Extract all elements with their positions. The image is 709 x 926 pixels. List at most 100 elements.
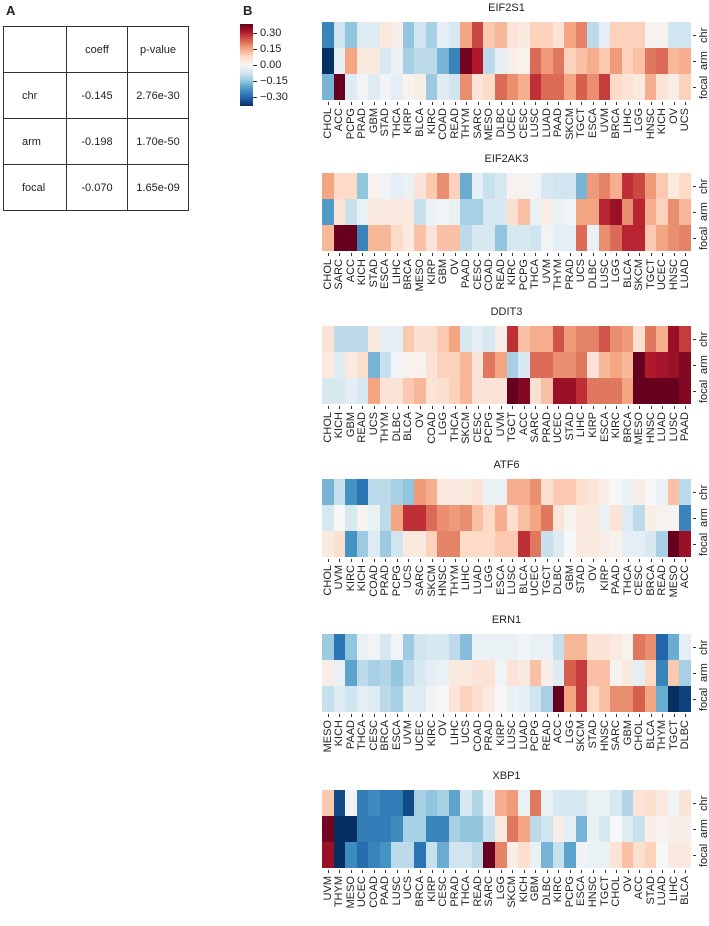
heatmap-cell: [667, 531, 680, 557]
heatmap-cell: [552, 48, 565, 74]
x-label: SKCM: [425, 565, 438, 597]
heatmap-cell: [471, 686, 484, 712]
heatmap-cell: [460, 199, 472, 225]
heatmap-cell: [587, 326, 599, 352]
heatmap-cell: [518, 816, 530, 842]
heatmap-cell: [379, 842, 392, 868]
heatmap-cell: [679, 74, 691, 100]
heatmap-cell: [541, 660, 553, 686]
heatmap-cell: [460, 173, 472, 199]
heatmap-cell: [402, 790, 415, 816]
heatmap-cell: [425, 378, 438, 404]
heatmap-cell: [644, 686, 657, 712]
heatmap-cell: [437, 790, 449, 816]
x-label: OV: [448, 259, 461, 275]
heatmap-cell: [494, 660, 507, 686]
legend-label: −0.15: [260, 75, 288, 87]
x-label: KIRC: [425, 108, 438, 135]
heatmap-cell: [656, 531, 668, 557]
x-label: THCA: [448, 412, 461, 442]
heatmap-cell: [667, 686, 680, 712]
heatmap-cell: [552, 531, 565, 557]
heatmap-cell: [656, 378, 668, 404]
x-label: STAD: [586, 720, 599, 749]
row-label-arm: arm: [698, 355, 709, 375]
heatmap-cell: [529, 22, 542, 48]
heatmap-cell: [518, 790, 530, 816]
heatmap-cell: [379, 199, 392, 225]
heatmap-cell: [656, 173, 668, 199]
x-label: COAD: [437, 108, 450, 140]
heatmap-cell: [633, 479, 645, 505]
heatmap-cell: [345, 634, 357, 660]
heatmap-cell: [506, 790, 519, 816]
heatmap-cell: [414, 352, 426, 378]
heatmap-cell: [679, 173, 691, 199]
heatmap-cell: [437, 842, 449, 868]
x-label: THCA: [460, 876, 473, 906]
x-label: LUSC: [506, 720, 519, 750]
heatmap-cell: [575, 378, 588, 404]
heatmap-cell: [471, 816, 484, 842]
row-tick: [693, 518, 696, 519]
x-label: LIHC: [575, 412, 588, 438]
heatmap-cell: [391, 842, 403, 868]
heatmap-cell: [437, 199, 449, 225]
row-label-focal: focal: [698, 226, 709, 250]
heatmap-cell: [598, 816, 611, 842]
heatmap-cell: [541, 790, 553, 816]
heatmap-cell: [345, 790, 357, 816]
heatmap-cell: [610, 326, 622, 352]
x-label: READ: [448, 108, 461, 139]
heatmap-cell: [425, 790, 438, 816]
heatmap-cell: [564, 660, 576, 686]
heatmap-cell: [598, 326, 611, 352]
heatmap-cell: [437, 378, 449, 404]
heatmap-cell: [598, 505, 611, 531]
heatmap-cell: [506, 22, 519, 48]
heatmap-cell: [564, 352, 576, 378]
heatmap-cell: [356, 531, 369, 557]
heatmap-cell: [644, 634, 657, 660]
heatmap-cell: [633, 505, 645, 531]
heatmap-cell: [679, 22, 691, 48]
row-label-chr: chr: [698, 484, 709, 500]
x-label: PAAD: [610, 565, 623, 595]
heatmap-cell: [644, 842, 657, 868]
x-label: DLBC: [494, 108, 507, 138]
x-label: MESO: [633, 412, 646, 445]
heatmap-cell: [448, 842, 461, 868]
heatmap-cell: [644, 816, 657, 842]
heatmap-cell: [633, 660, 645, 686]
heatmap-cell: [356, 660, 369, 686]
heatmap-cell: [483, 199, 495, 225]
panel-a-letter: A: [6, 3, 16, 18]
heatmap-cell: [402, 225, 415, 251]
heatmap-cell: [644, 22, 657, 48]
heatmap-cell: [345, 505, 357, 531]
x-label: LIHC: [448, 720, 461, 746]
heatmap-cell: [610, 660, 622, 686]
heatmap-cell: [644, 199, 657, 225]
heatmap-cell: [529, 842, 542, 868]
heatmap-cell: [448, 531, 461, 557]
heatmap-cell: [621, 48, 634, 74]
x-label: KIRP: [402, 108, 415, 134]
heatmap-cell: [494, 531, 507, 557]
x-label: HNSC: [644, 412, 657, 444]
heatmap-cell: [679, 225, 691, 251]
heatmap-grid: [322, 326, 691, 404]
heatmap-cell: [494, 225, 507, 251]
heatmap-cell: [379, 22, 392, 48]
x-axis-labels: UVM THYM MESO UCEC COAD PAAD LUSC UCS BRCA KIRP CE…: [322, 876, 691, 926]
heatmap-cell: [460, 634, 472, 660]
heatmap-cell: [425, 199, 438, 225]
heatmap-cell: [460, 22, 472, 48]
heatmap-cell: [448, 74, 461, 100]
heatmap-cell: [610, 842, 622, 868]
heatmap-cell: [460, 816, 472, 842]
heatmap-cell: [575, 842, 588, 868]
x-label: CESC: [633, 565, 646, 596]
x-label: UCS: [402, 565, 415, 589]
x-label: UVM: [321, 876, 334, 901]
